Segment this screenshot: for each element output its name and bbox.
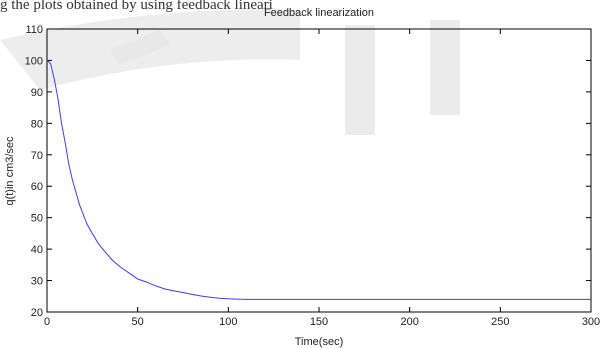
x-axis-ticks: 0 50 100 150 200 250 300 xyxy=(44,29,600,328)
y-tick-label: 70 xyxy=(31,150,43,162)
x-tick-label: 250 xyxy=(491,316,509,328)
y-axis-title: q(t)in cm3/sec xyxy=(4,136,16,206)
x-tick-label: 0 xyxy=(44,316,50,328)
x-axis-title: Time(sec) xyxy=(295,336,343,348)
x-tick-label: 50 xyxy=(132,316,144,328)
plot-area xyxy=(46,28,592,313)
x-tick-label: 300 xyxy=(582,316,600,328)
y-tick-label: 40 xyxy=(31,244,43,256)
y-tick-label: 60 xyxy=(31,181,43,193)
series-group xyxy=(46,60,591,300)
x-tick-label: 150 xyxy=(310,316,328,328)
series-line xyxy=(46,60,591,300)
y-axis-ticks: 20 30 40 50 60 70 80 90 100 110 xyxy=(25,24,591,319)
cut-header-text: g the plots obtained by using feedback l… xyxy=(0,0,273,13)
y-tick-label: 80 xyxy=(31,118,43,130)
x-tick-label: 200 xyxy=(400,316,418,328)
y-tick-label: 110 xyxy=(25,24,43,36)
y-tick-label: 30 xyxy=(31,276,43,288)
x-tick-label: 100 xyxy=(219,316,237,328)
y-tick-label: 90 xyxy=(31,87,43,99)
y-tick-label: 20 xyxy=(31,307,43,319)
y-tick-label: 50 xyxy=(31,213,43,225)
chart-title: Feedback linearization xyxy=(264,7,374,19)
y-tick-label: 100 xyxy=(25,55,43,67)
